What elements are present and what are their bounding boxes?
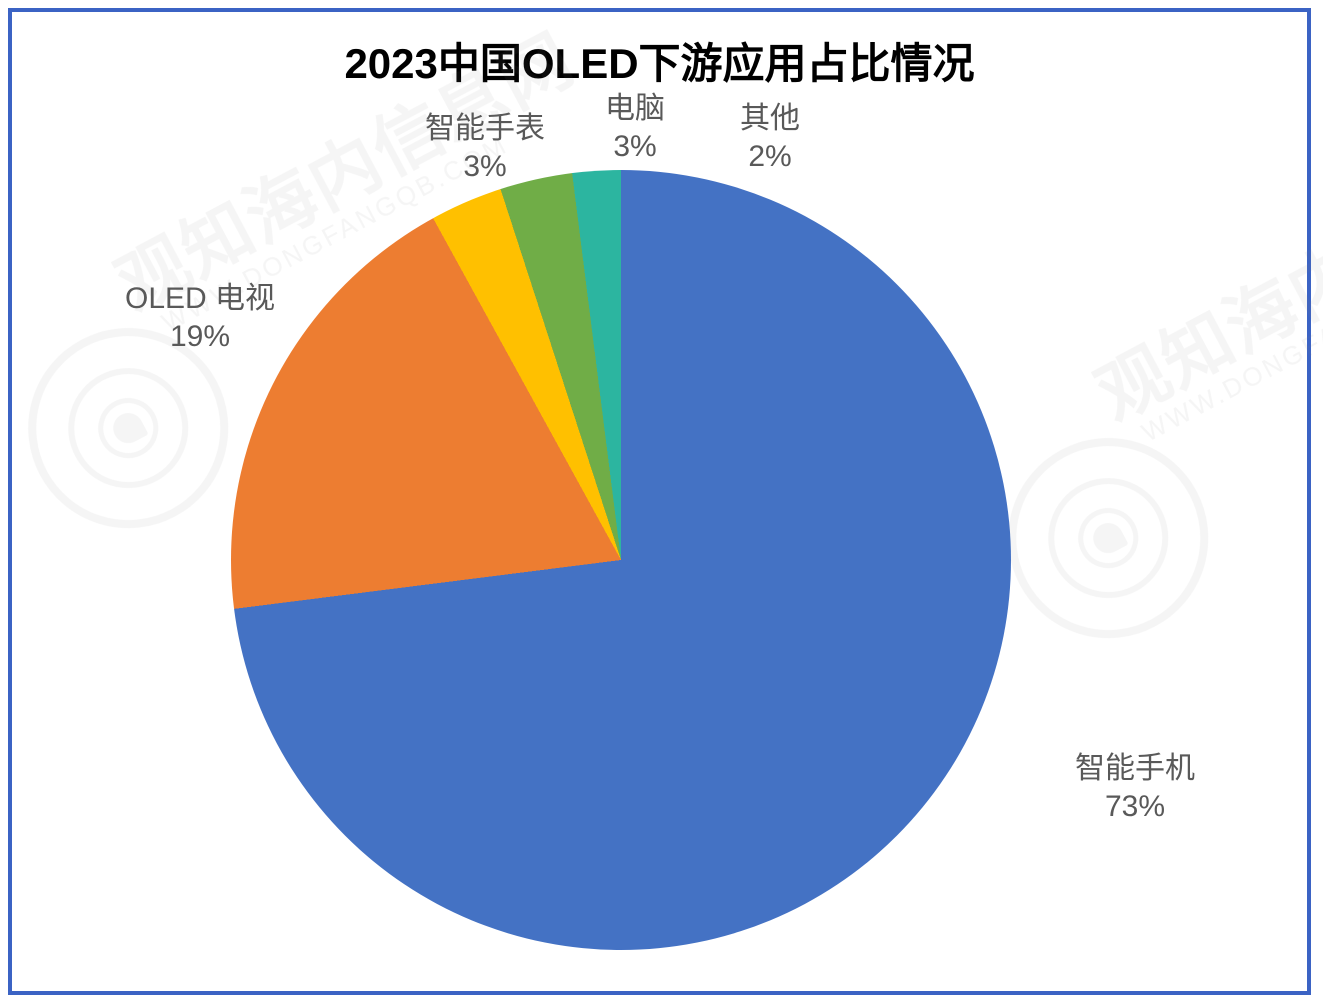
slice-label-name: 智能手机 <box>1075 750 1195 788</box>
watermark-sub: WWW.DONGFANGQB.COM <box>1137 239 1323 448</box>
slice-label-0: 智能手机73% <box>1075 750 1195 825</box>
pie-disc <box>231 170 1011 950</box>
slice-label-2: 智能手表3% <box>425 110 545 185</box>
slice-label-pct: 3% <box>605 128 665 166</box>
slice-label-name: OLED 电视 <box>125 280 275 318</box>
chart-title: 2023中国OLED下游应用占比情况 <box>12 30 1307 91</box>
chart-frame: 2023中国OLED下游应用占比情况 观知海内信息网 WWW.DONGFANGQ… <box>8 8 1311 995</box>
slice-label-pct: 2% <box>740 138 800 176</box>
slice-label-pct: 19% <box>125 318 275 356</box>
watermark-text: 观知海内信息网 <box>1077 114 1323 440</box>
slice-label-pct: 73% <box>1075 788 1195 826</box>
slice-label-4: 其他2% <box>740 100 800 175</box>
slice-label-1: OLED 电视19% <box>125 280 275 355</box>
slice-label-name: 其他 <box>740 100 800 138</box>
slice-label-name: 智能手表 <box>425 110 545 148</box>
pie-chart <box>231 170 1011 950</box>
slice-label-name: 电脑 <box>605 90 665 128</box>
slice-label-pct: 3% <box>425 148 545 186</box>
slice-label-3: 电脑3% <box>605 90 665 165</box>
